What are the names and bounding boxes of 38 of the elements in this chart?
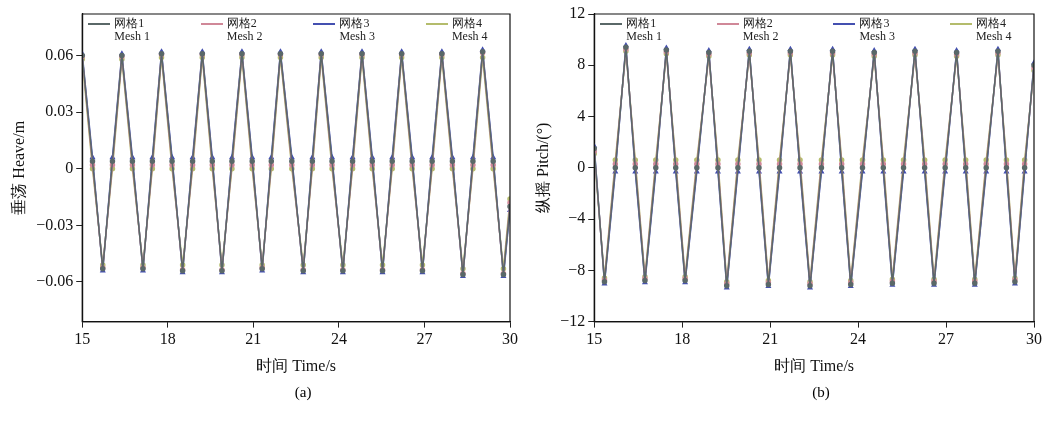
legend-label: 网格3 Mesh 3 xyxy=(859,16,897,43)
legend-label: 网格4 Mesh 4 xyxy=(451,16,489,43)
y-tick-label: −8 xyxy=(568,260,586,278)
x-tick-label: 15 xyxy=(74,330,91,348)
x-tick-label: 18 xyxy=(674,330,691,348)
y-tick-label: −0.06 xyxy=(36,272,74,290)
legend-label: 网格1 Mesh 1 xyxy=(114,16,151,43)
y-tick-label: 8 xyxy=(577,55,586,73)
text: (b) xyxy=(811,384,831,401)
x-tick-label: 30 xyxy=(1026,330,1042,348)
y-axis-title: 纵摇 Pitch/(°) xyxy=(533,122,552,213)
y-tick-label: 12 xyxy=(569,4,586,22)
x-tick-label: 27 xyxy=(938,330,955,348)
legend-label: 网格2 Mesh 2 xyxy=(226,16,264,43)
y-tick-label: −12 xyxy=(560,311,586,329)
x-axis-title: 时间 Time/s xyxy=(256,356,337,374)
x-tick-label: 24 xyxy=(330,330,347,348)
x-axis-title: 时间 Time/s xyxy=(774,356,855,374)
y-tick-label: −4 xyxy=(568,209,586,227)
y-axis-title: 垂荡 Heave/m xyxy=(9,120,27,215)
x-tick-label: 15 xyxy=(586,330,603,348)
y-tick-label: 0.03 xyxy=(45,102,74,120)
legend-label: 网格3 Mesh 3 xyxy=(339,16,377,43)
x-tick-label: 27 xyxy=(416,330,433,348)
y-tick-label: 0 xyxy=(577,158,586,175)
y-tick-label: 0 xyxy=(65,158,74,176)
y-tick-label: −0.03 xyxy=(36,215,74,233)
legend-label: 网格4 Mesh 4 xyxy=(975,16,1013,43)
x-tick-label: 21 xyxy=(245,330,262,348)
legend-label: 网格2 Mesh 2 xyxy=(742,16,780,43)
x-tick-label: 21 xyxy=(762,330,779,348)
x-tick-label: 24 xyxy=(850,330,867,348)
x-tick-label: 30 xyxy=(502,330,518,348)
legend-label: 网格1 Mesh 1 xyxy=(626,16,663,43)
y-tick-label: 4 xyxy=(577,106,586,124)
x-tick-label: 18 xyxy=(159,330,176,348)
text: (a) xyxy=(293,384,313,401)
y-tick-label: 0.06 xyxy=(45,45,74,63)
